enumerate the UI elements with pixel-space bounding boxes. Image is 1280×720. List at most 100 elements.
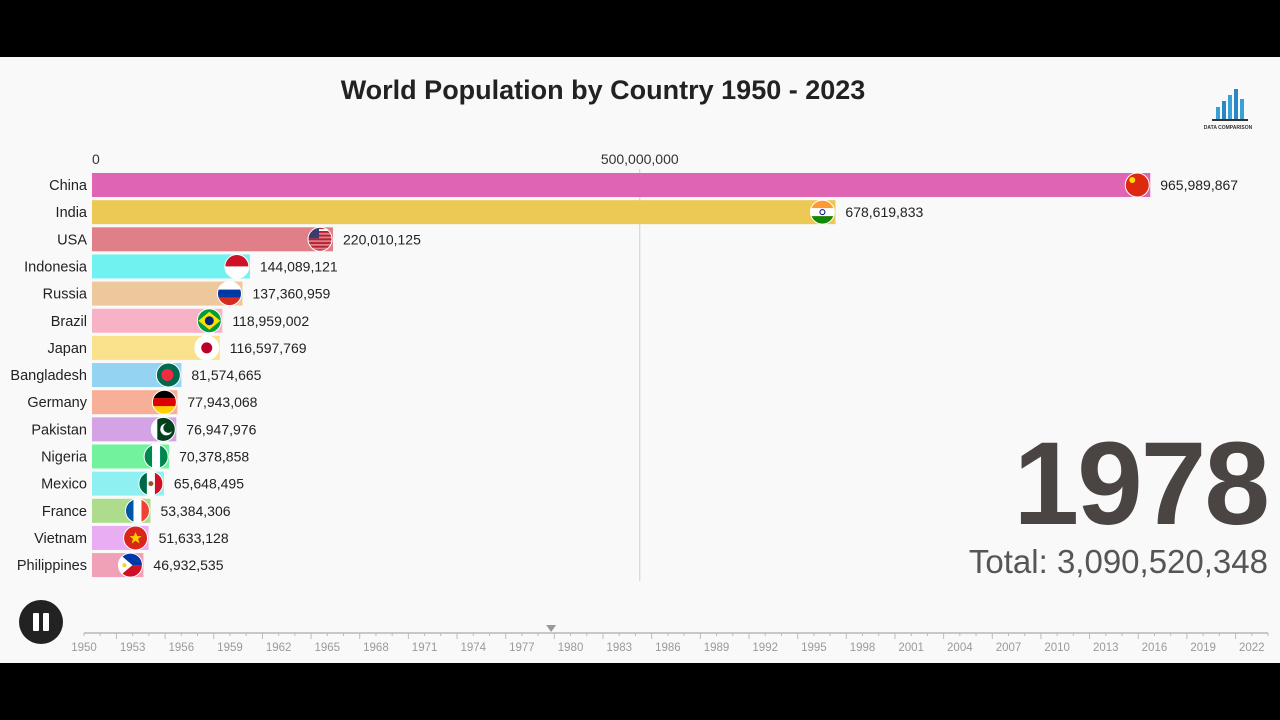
- category-label: Indonesia: [24, 259, 88, 275]
- timeline-year-label[interactable]: 1971: [412, 642, 438, 654]
- logo-text: DATA COMPARISON: [1203, 125, 1253, 131]
- timeline-year-label[interactable]: 1953: [120, 642, 146, 654]
- timeline-year-label[interactable]: 2019: [1190, 642, 1216, 654]
- usa-flag-icon: [307, 226, 333, 252]
- bar: [92, 227, 334, 252]
- timeline-year-label[interactable]: 2007: [996, 642, 1022, 654]
- category-label: Mexico: [41, 477, 87, 493]
- timeline-year-label[interactable]: 1992: [752, 642, 778, 654]
- timeline-year-label[interactable]: 1989: [704, 642, 730, 654]
- pause-button[interactable]: [19, 600, 63, 644]
- timeline-year-label[interactable]: 2001: [898, 642, 924, 654]
- value-label: 81,574,665: [191, 367, 261, 383]
- category-label: Brazil: [51, 314, 87, 330]
- category-label: Germany: [27, 395, 87, 411]
- x-tick-label: 0: [92, 151, 100, 167]
- timeline-year-label[interactable]: 1959: [217, 642, 243, 654]
- timeline-year-label[interactable]: 1995: [801, 642, 827, 654]
- timeline-year-label[interactable]: 1980: [558, 642, 584, 654]
- bar-row: China 965,989,867: [49, 172, 1238, 198]
- value-label: 76,947,976: [186, 421, 256, 437]
- bar-row: Germany 77,943,068: [27, 389, 258, 415]
- bar: [92, 254, 250, 279]
- value-label: 678,619,833: [845, 204, 923, 220]
- value-label: 46,932,535: [153, 557, 223, 573]
- philippines-flag-icon: [117, 552, 143, 578]
- category-label: Japan: [47, 341, 87, 357]
- category-label: USA: [57, 232, 87, 248]
- value-label: 965,989,867: [1160, 177, 1238, 193]
- bar-chart: 0 500,000,000 China 965,989,867 India 678,619…: [10, 151, 1238, 581]
- category-label: Vietnam: [34, 531, 87, 547]
- value-label: 51,633,128: [159, 530, 229, 546]
- timeline-handle[interactable]: [546, 625, 557, 632]
- data-comparison-logo: [1212, 89, 1248, 121]
- year-timeline-slider[interactable]: 1950 1953 1956 1959 1962 1965 1968 1971 1974 1977…: [0, 617, 1280, 663]
- category-label: Nigeria: [41, 450, 88, 466]
- bar-row: Nigeria 70,378,858: [41, 444, 249, 469]
- bar-row: Mexico 65,648,495: [41, 471, 244, 497]
- category-label: India: [56, 205, 88, 221]
- bar-row: USA 220,010,125: [57, 226, 421, 252]
- brazil-flag-icon: [196, 308, 222, 334]
- japan-flag-icon: [194, 335, 220, 361]
- bar-row: Bangladesh 81,574,665: [10, 362, 262, 388]
- bar-row: Russia 137,360,959: [43, 281, 331, 307]
- bar-row: India 678,619,833: [56, 199, 923, 225]
- timeline-year-label[interactable]: 2010: [1044, 642, 1070, 654]
- timeline-year-label[interactable]: 2004: [947, 642, 973, 654]
- timeline-year-label[interactable]: 2022: [1239, 642, 1265, 654]
- timeline-year-label[interactable]: 1974: [460, 642, 486, 654]
- china-flag-icon: [1124, 172, 1150, 198]
- germany-flag-icon: [151, 389, 177, 415]
- value-label: 65,648,495: [174, 476, 244, 492]
- category-label: Pakistan: [31, 422, 87, 438]
- timeline-year-label[interactable]: 1983: [606, 642, 632, 654]
- russia-flag-icon: [216, 281, 242, 307]
- bar-row: Japan 116,597,769: [47, 335, 307, 361]
- timeline-year-label[interactable]: 1962: [266, 642, 292, 654]
- chart-title: World Population by Country 1950 - 2023: [340, 75, 866, 105]
- pakistan-flag-icon: [150, 416, 176, 442]
- timeline-year-label[interactable]: 1998: [850, 642, 876, 654]
- timeline-year-label[interactable]: 1986: [655, 642, 681, 654]
- chart-frame: World Population by Country 1950 - 2023 …: [0, 57, 1280, 663]
- value-label: 53,384,306: [160, 503, 230, 519]
- x-tick-label: 500,000,000: [601, 151, 679, 167]
- bangladesh-flag-icon: [155, 362, 181, 388]
- bar-row: Indonesia 144,089,121: [24, 253, 338, 279]
- category-label: Russia: [43, 287, 88, 303]
- bar: [92, 200, 836, 225]
- bar-row: Vietnam 51,633,128: [34, 525, 229, 551]
- nigeria-flag-icon: [143, 444, 169, 469]
- category-label: France: [42, 504, 87, 520]
- value-label: 116,597,769: [230, 340, 307, 356]
- france-flag-icon: [124, 498, 150, 524]
- timeline-year-label[interactable]: 1956: [169, 642, 195, 654]
- vietnam-flag-icon: [123, 525, 149, 551]
- bar-row: Philippines 46,932,535: [17, 552, 224, 578]
- bar-row: Pakistan 76,947,976: [31, 416, 257, 442]
- timeline-year-label[interactable]: 1977: [509, 642, 535, 654]
- value-label: 144,089,121: [260, 258, 338, 274]
- timeline-year-label[interactable]: 2016: [1142, 642, 1168, 654]
- value-label: 220,010,125: [343, 231, 421, 247]
- category-label: China: [49, 178, 88, 194]
- value-label: 70,378,858: [179, 449, 249, 465]
- indonesia-flag-icon: [224, 253, 250, 279]
- population-total: Total: 3,090,520,348: [968, 543, 1268, 580]
- current-year: 1978: [1013, 418, 1270, 550]
- category-label: Bangladesh: [10, 368, 87, 384]
- value-label: 118,959,002: [232, 313, 309, 329]
- pause-icon: [33, 613, 39, 631]
- value-label: 137,360,959: [252, 286, 330, 302]
- mexico-flag-icon: [138, 471, 164, 497]
- category-label: Philippines: [17, 558, 87, 574]
- timeline-year-label[interactable]: 2013: [1093, 642, 1119, 654]
- bar: [92, 173, 1151, 197]
- timeline-year-label[interactable]: 1950: [71, 642, 97, 654]
- timeline-year-label[interactable]: 1965: [314, 642, 340, 654]
- value-label: 77,943,068: [187, 394, 257, 410]
- timeline-year-label[interactable]: 1968: [363, 642, 389, 654]
- india-flag-icon: [809, 199, 835, 225]
